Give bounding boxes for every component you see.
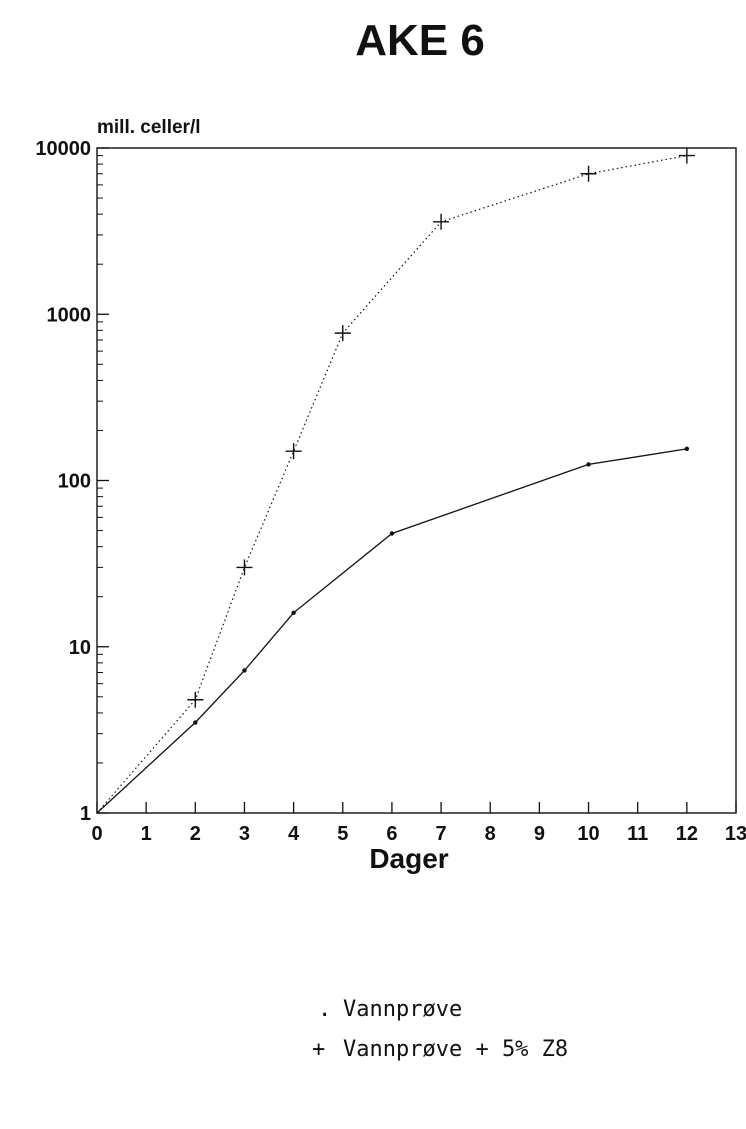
- series-line-1: [96, 155, 687, 814]
- x-tick-label-3: 3: [239, 823, 250, 845]
- data-point-plus: [285, 443, 302, 460]
- data-point-plus: [187, 691, 204, 708]
- legend-label-vannprove-z8: Vannprøve + 5% Z8: [343, 1037, 568, 1062]
- x-tick-label-7: 7: [436, 823, 447, 845]
- y-tick-label-1000: 1000: [47, 304, 92, 326]
- x-tick-label-8: 8: [485, 823, 496, 845]
- data-point-plus: [334, 325, 351, 342]
- y-tick-label-1: 1: [80, 803, 91, 825]
- data-point-plus: [678, 147, 695, 164]
- series-layer: [96, 147, 695, 814]
- series-line-0: [96, 448, 687, 814]
- plot-area-frame: [96, 147, 737, 814]
- x-tick-label-10: 10: [577, 823, 599, 845]
- y-tick-labels: 1 10 100 1000 10000: [35, 138, 91, 825]
- x-tick-label-6: 6: [386, 823, 397, 845]
- chart-title: AKE 6: [355, 16, 485, 65]
- data-point-plus: [580, 165, 597, 182]
- data-point-dot: [291, 610, 296, 616]
- x-tick-label-4: 4: [288, 823, 300, 845]
- y-axis-label: mill. celler/l: [97, 117, 201, 138]
- legend-marker-dot: .: [318, 997, 331, 1022]
- data-point-plus: [236, 559, 253, 576]
- x-tick-label-5: 5: [337, 823, 348, 845]
- x-axis-label: Dager: [369, 843, 448, 874]
- y-tick-label-100: 100: [58, 471, 91, 493]
- x-tick-label-1: 1: [141, 823, 152, 845]
- x-tick-label-12: 12: [676, 823, 698, 845]
- y-tick-label-10: 10: [69, 637, 91, 659]
- data-point-dot: [684, 446, 690, 452]
- data-point-dot: [586, 462, 591, 467]
- x-tick-label-0: 0: [91, 823, 102, 845]
- data-point-dot: [242, 668, 247, 673]
- axis-ticks: [96, 147, 737, 814]
- data-point-plus: [433, 213, 450, 230]
- x-tick-label-13: 13: [725, 823, 746, 845]
- y-tick-label-10000: 10000: [35, 138, 91, 160]
- x-tick-labels: 0 1 2 3 4 5 6 7 8 9 10 11 12 13: [91, 823, 746, 845]
- data-point-dot: [193, 720, 198, 725]
- x-tick-label-9: 9: [534, 823, 545, 845]
- legend: . Vannprøve + Vannprøve + 5% Z8: [312, 997, 568, 1062]
- x-tick-label-2: 2: [190, 823, 201, 845]
- legend-label-vannprove: Vannprøve: [343, 997, 462, 1022]
- x-tick-label-11: 11: [627, 823, 648, 845]
- data-point-dot: [389, 531, 395, 536]
- legend-marker-plus: +: [312, 1037, 325, 1062]
